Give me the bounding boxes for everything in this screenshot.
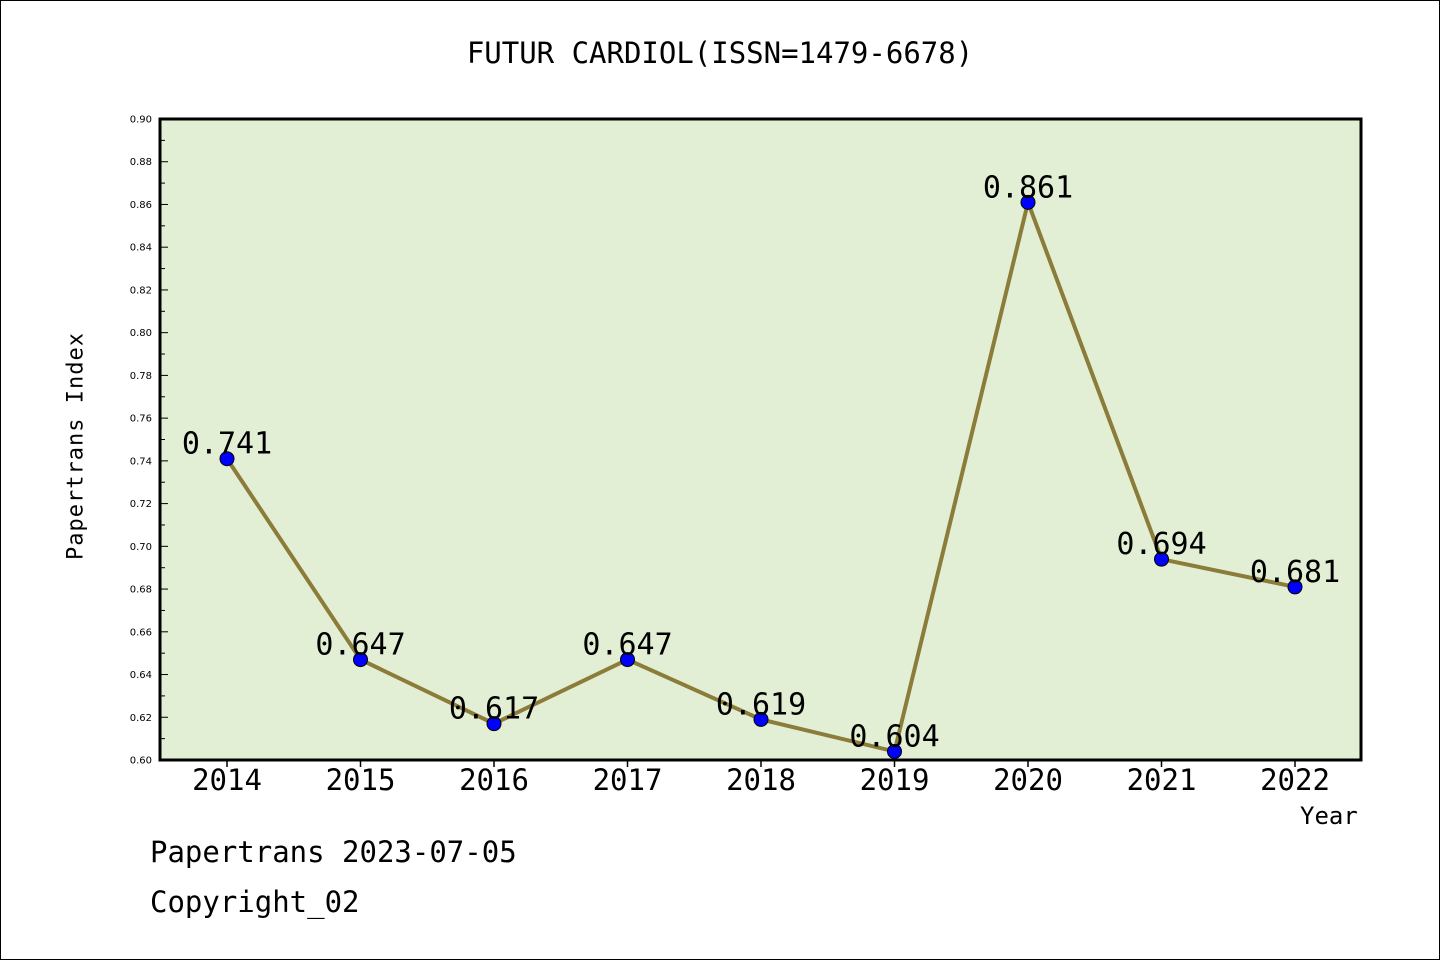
x-tick-label: 2018 xyxy=(726,763,796,797)
x-tick-label: 2020 xyxy=(993,763,1063,797)
chart-title: FUTUR CARDIOL(ISSN=1479-6678) xyxy=(466,36,974,70)
data-label: 0.681 xyxy=(1250,555,1340,590)
plot-border xyxy=(158,117,1363,762)
y-tick-label: 0.88 xyxy=(130,157,152,168)
y-tick-label: 0.60 xyxy=(130,756,152,767)
x-tick-label: 2022 xyxy=(1260,763,1330,797)
x-axis-label: Year xyxy=(1300,802,1358,830)
data-point xyxy=(353,652,368,668)
x-tick-label: 2014 xyxy=(192,763,262,797)
y-tick-label: 0.68 xyxy=(130,585,152,596)
y-tick-label: 0.74 xyxy=(130,456,152,467)
y-tick-label: 0.70 xyxy=(130,542,152,553)
data-label: 0.694 xyxy=(1116,527,1206,562)
y-tick-label: 0.72 xyxy=(130,499,152,510)
data-label: 0.604 xyxy=(849,719,939,754)
y-tick-label: 0.64 xyxy=(130,670,152,681)
data-point xyxy=(1287,579,1303,595)
y-tick-label: 0.90 xyxy=(130,115,152,126)
y-tick-label: 0.78 xyxy=(130,371,152,382)
data-label: 0.647 xyxy=(582,628,672,663)
data-point xyxy=(620,652,635,668)
y-tick-label: 0.86 xyxy=(130,200,152,211)
y-tick-label: 0.62 xyxy=(130,713,152,724)
data-label: 0.619 xyxy=(716,687,806,722)
plot-area xyxy=(160,119,1361,760)
y-tick-label: 0.76 xyxy=(130,414,152,425)
data-point xyxy=(887,743,902,759)
data-label: 0.861 xyxy=(983,170,1073,205)
x-tick-label: 2015 xyxy=(326,763,396,797)
data-point xyxy=(486,716,502,732)
data-point xyxy=(219,451,235,467)
x-tick-label: 2017 xyxy=(593,763,663,797)
data-point xyxy=(1020,194,1036,210)
x-tick-label: 2019 xyxy=(860,763,930,797)
data-point xyxy=(1154,551,1169,567)
y-tick-label: 0.80 xyxy=(130,328,152,339)
x-tick-label: 2016 xyxy=(459,763,529,797)
data-label: 0.647 xyxy=(315,628,405,663)
data-point xyxy=(753,711,769,727)
data-label: 0.741 xyxy=(182,427,272,462)
y-tick-label: 0.66 xyxy=(130,627,152,638)
y-tick-label: 0.82 xyxy=(130,285,152,296)
y-tick-label: 0.84 xyxy=(130,243,152,254)
footer-date: Papertrans 2023-07-05 xyxy=(150,835,517,869)
data-label: 0.617 xyxy=(449,692,539,727)
x-tick-label: 2021 xyxy=(1127,763,1197,797)
footer-copyright: Copyright_02 xyxy=(150,885,360,919)
